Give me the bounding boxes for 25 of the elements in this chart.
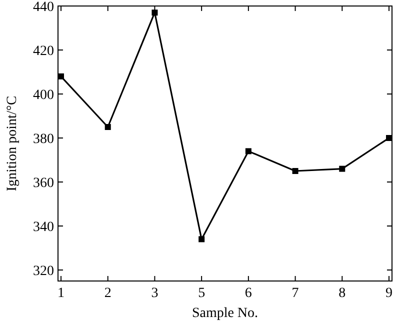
y-tick-label: 400 — [33, 88, 54, 103]
x-tick-label: 7 — [292, 286, 299, 301]
y-tick-label: 360 — [33, 176, 54, 191]
point — [339, 166, 346, 172]
point — [198, 236, 205, 242]
x-tick-label: 8 — [338, 286, 346, 301]
x-tick-label: 9 — [386, 286, 392, 301]
point — [386, 135, 392, 141]
point — [245, 148, 252, 154]
x-tick-label: 1 — [58, 286, 64, 301]
point — [58, 73, 64, 80]
x-tick-label: 5 — [198, 286, 206, 301]
x-tick-label: 3 — [151, 286, 158, 301]
x-axis-title: Sample No. — [192, 306, 258, 321]
x-tick-label: 6 — [244, 286, 252, 301]
point — [292, 168, 298, 174]
x-tick-label: 2 — [104, 286, 112, 301]
y-tick-label: 340 — [33, 220, 54, 235]
point — [152, 10, 158, 16]
y-tick-label: 420 — [33, 44, 54, 59]
y-tick-label: 380 — [33, 132, 54, 147]
point — [104, 124, 111, 130]
y-tick-label: 440 — [33, 0, 54, 15]
y-axis-title: Ignition point/°C — [5, 96, 20, 192]
y-tick-label: 320 — [33, 264, 54, 279]
